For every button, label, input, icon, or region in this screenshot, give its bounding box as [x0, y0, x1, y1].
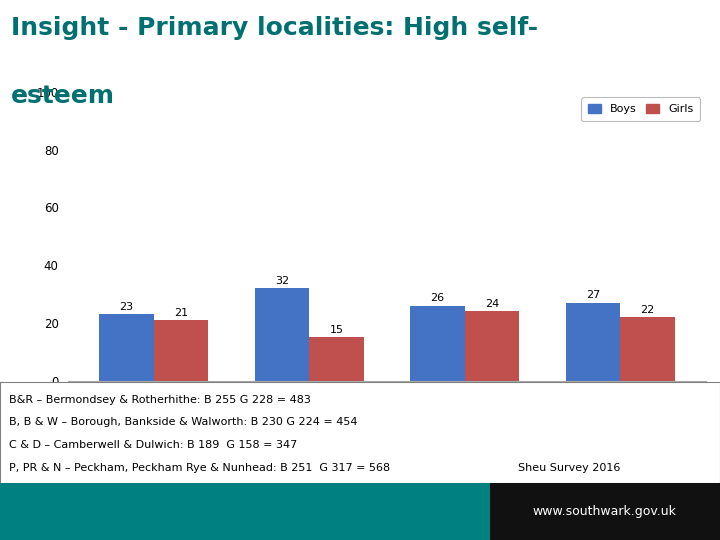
Text: B&R – Bermondsey & Rotherhithe: B 255 G 228 = 483: B&R – Bermondsey & Rotherhithe: B 255 G …: [9, 395, 310, 405]
Bar: [255, 288, 310, 381]
Text: Insight - Primary localities: High self-: Insight - Primary localities: High self-: [11, 16, 538, 40]
Text: P, PR & N – Peckham, Peckham Rye & Nunhead: B 251  G 317 = 568: P, PR & N – Peckham, Peckham Rye & Nunhe…: [9, 463, 390, 473]
Bar: [410, 306, 464, 381]
Bar: [99, 314, 154, 381]
Bar: [154, 320, 208, 381]
Text: B, B & W – Borough, Bankside & Walworth: B 230 G 224 = 454: B, B & W – Borough, Bankside & Walworth:…: [9, 417, 357, 427]
Text: 26: 26: [431, 293, 444, 303]
Text: esteem: esteem: [11, 84, 114, 107]
Text: 21: 21: [174, 308, 188, 318]
Bar: [464, 312, 519, 381]
Text: C & D – Camberwell & Dulwich: B 189  G 158 = 347: C & D – Camberwell & Dulwich: B 189 G 15…: [9, 440, 297, 450]
Bar: [310, 338, 364, 381]
Text: 22: 22: [640, 305, 654, 315]
Text: Sheu Survey 2016: Sheu Survey 2016: [518, 463, 621, 473]
Text: 23: 23: [120, 302, 134, 312]
Text: 27: 27: [586, 291, 600, 300]
Text: 32: 32: [275, 276, 289, 286]
Bar: [620, 317, 675, 381]
Bar: [566, 303, 620, 381]
Text: www.southwark.gov.uk: www.southwark.gov.uk: [533, 505, 677, 518]
Legend: Boys, Girls: Boys, Girls: [581, 97, 700, 121]
Text: 24: 24: [485, 299, 499, 309]
Text: 15: 15: [330, 325, 343, 335]
